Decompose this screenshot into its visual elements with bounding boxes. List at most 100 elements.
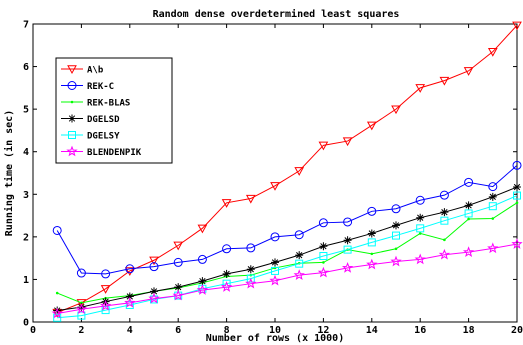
data-point — [438, 248, 451, 260]
data-point — [246, 274, 255, 283]
data-point — [293, 269, 305, 280]
data-point — [322, 261, 325, 264]
data-point — [487, 47, 498, 57]
data-point — [467, 217, 470, 221]
data-point — [149, 262, 159, 272]
data-point — [294, 230, 304, 240]
data-point — [418, 232, 422, 235]
data-point — [198, 277, 207, 286]
y-tick-label: 3 — [23, 190, 29, 201]
data-point — [150, 287, 158, 296]
data-point — [196, 284, 209, 295]
data-point — [124, 267, 135, 276]
data-point — [343, 245, 352, 254]
chart-title: Random dense overdetermined least square… — [153, 8, 400, 20]
legend-swatch-marker — [66, 145, 78, 157]
data-point — [220, 281, 233, 292]
data-point — [125, 264, 135, 274]
data-point — [149, 256, 159, 266]
data-point — [491, 217, 495, 220]
data-point — [392, 231, 400, 240]
data-point — [271, 266, 279, 275]
data-point — [101, 306, 110, 315]
data-point — [294, 167, 305, 176]
legend-label: A\b — [87, 66, 104, 76]
data-point — [416, 224, 425, 233]
y-axis-label: Running time (in sec) — [3, 110, 15, 236]
data-point — [101, 269, 111, 279]
legend-swatch-marker — [68, 131, 76, 139]
legend: A\b REK-C REK-BLAS DGELSD DGELSY BLENDENPIK — [55, 57, 173, 164]
data-point — [488, 202, 497, 211]
data-point — [148, 292, 160, 304]
y-tick-label: 4 — [23, 147, 29, 158]
data-point — [125, 292, 134, 301]
data-point — [440, 216, 449, 225]
data-point — [295, 259, 304, 268]
data-point — [52, 225, 62, 235]
x-tick-label: 16 — [414, 325, 426, 336]
data-point — [245, 277, 257, 289]
data-point — [512, 21, 522, 31]
x-tick-label: 20 — [511, 325, 523, 336]
data-point — [222, 269, 231, 278]
data-point — [124, 296, 136, 308]
data-point — [342, 137, 353, 147]
data-point — [513, 191, 521, 200]
data-point — [125, 300, 134, 309]
data-point — [270, 182, 280, 191]
data-point — [415, 195, 425, 205]
series-line — [57, 186, 518, 312]
x-tick-label: 2 — [78, 325, 84, 336]
legend-swatch-marker — [68, 114, 76, 123]
data-point — [271, 258, 279, 267]
data-point — [416, 213, 425, 222]
legend-label: DGELSD — [87, 115, 120, 125]
data-point — [55, 291, 59, 295]
data-point — [75, 303, 88, 315]
data-point — [366, 121, 377, 131]
data-point — [100, 285, 111, 294]
data-point — [246, 243, 256, 253]
data-point — [391, 204, 401, 214]
data-point — [464, 201, 473, 210]
y-tick-label: 5 — [23, 105, 29, 116]
legend-label: DGELSY — [87, 132, 120, 142]
data-point — [53, 306, 62, 315]
data-point — [269, 274, 281, 286]
data-point — [440, 208, 449, 217]
data-point — [439, 190, 449, 200]
series-line — [57, 195, 518, 319]
data-point — [343, 217, 353, 227]
data-point — [53, 313, 62, 322]
legend-label: REK-C — [87, 82, 114, 92]
data-point — [487, 242, 499, 254]
data-point — [270, 232, 280, 242]
data-point — [319, 242, 328, 251]
data-point — [343, 236, 352, 245]
data-point — [392, 221, 400, 230]
data-point — [173, 257, 183, 267]
legend-swatch-marker — [70, 100, 74, 104]
series-layer — [51, 21, 523, 322]
data-point — [367, 238, 376, 247]
y-tick-label: 6 — [23, 62, 29, 73]
data-point — [511, 238, 523, 249]
data-point — [197, 224, 208, 234]
data-point — [443, 238, 446, 242]
data-point — [76, 268, 86, 278]
data-point — [394, 247, 398, 251]
series-line — [57, 202, 518, 304]
legend-label: REK-BLAS — [87, 99, 130, 109]
data-point — [488, 182, 498, 192]
data-point — [367, 229, 376, 238]
data-point — [366, 258, 378, 270]
data-point — [319, 252, 328, 261]
data-point — [318, 141, 329, 151]
x-tick-label: 12 — [317, 325, 329, 336]
data-point — [245, 194, 256, 204]
data-point — [463, 67, 474, 76]
data-point — [464, 209, 473, 218]
data-point — [515, 201, 519, 205]
